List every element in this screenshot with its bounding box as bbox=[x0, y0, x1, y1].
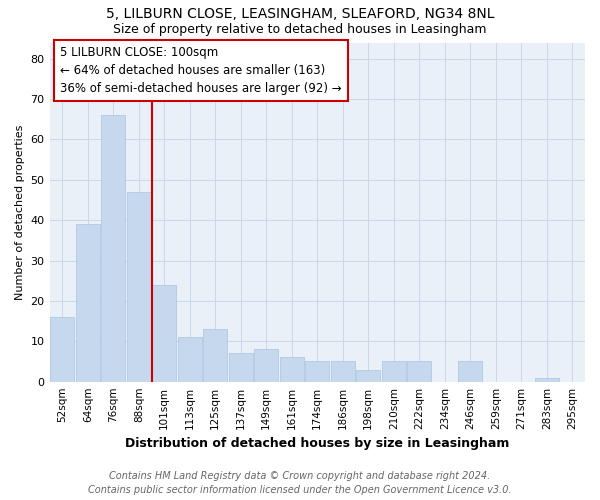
Y-axis label: Number of detached properties: Number of detached properties bbox=[15, 124, 25, 300]
Bar bbox=[254, 350, 278, 382]
Bar bbox=[203, 329, 227, 382]
Text: Size of property relative to detached houses in Leasingham: Size of property relative to detached ho… bbox=[113, 22, 487, 36]
Bar bbox=[229, 354, 253, 382]
Bar bbox=[280, 358, 304, 382]
Bar bbox=[458, 362, 482, 382]
Bar bbox=[407, 362, 431, 382]
Bar bbox=[152, 285, 176, 382]
X-axis label: Distribution of detached houses by size in Leasingham: Distribution of detached houses by size … bbox=[125, 437, 509, 450]
Bar bbox=[356, 370, 380, 382]
Bar bbox=[50, 317, 74, 382]
Bar bbox=[127, 192, 151, 382]
Bar bbox=[535, 378, 559, 382]
Text: Contains HM Land Registry data © Crown copyright and database right 2024.
Contai: Contains HM Land Registry data © Crown c… bbox=[88, 471, 512, 495]
Bar bbox=[76, 224, 100, 382]
Bar bbox=[305, 362, 329, 382]
Text: 5 LILBURN CLOSE: 100sqm
← 64% of detached houses are smaller (163)
36% of semi-d: 5 LILBURN CLOSE: 100sqm ← 64% of detache… bbox=[60, 46, 342, 95]
Bar bbox=[101, 115, 125, 382]
Bar bbox=[331, 362, 355, 382]
Bar bbox=[382, 362, 406, 382]
Bar bbox=[178, 338, 202, 382]
Text: 5, LILBURN CLOSE, LEASINGHAM, SLEAFORD, NG34 8NL: 5, LILBURN CLOSE, LEASINGHAM, SLEAFORD, … bbox=[106, 8, 494, 22]
